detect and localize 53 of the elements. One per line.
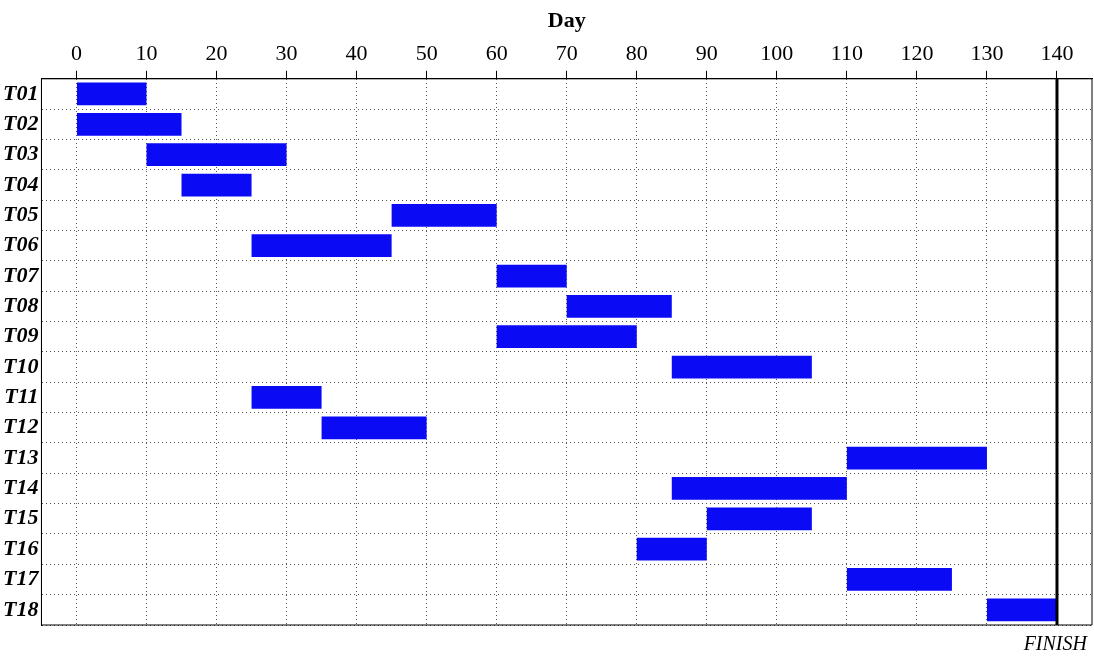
- x-tick-label: 130: [970, 40, 1004, 66]
- ref-line-label: FINISH: [1022, 632, 1089, 655]
- x-tick-label: 50: [415, 40, 438, 66]
- x-tick-label: 40: [345, 40, 368, 66]
- bar: [251, 386, 322, 409]
- bar: [76, 112, 182, 136]
- y-tick-label: T11: [4, 383, 39, 409]
- y-tick-label: T10: [2, 352, 39, 378]
- y-tick-label: T15: [2, 504, 39, 530]
- bar: [846, 568, 952, 591]
- y-tick-label: T02: [2, 110, 39, 135]
- x-tick-label: 0: [70, 40, 82, 66]
- y-tick-label: T04: [2, 170, 39, 196]
- x-tick-label: 100: [760, 40, 794, 66]
- x-tick-label: 110: [830, 40, 863, 66]
- x-axis-title: Day: [547, 6, 586, 32]
- bar: [636, 537, 707, 561]
- bar: [846, 446, 987, 470]
- bar: [671, 477, 847, 500]
- x-tick-label: 10: [135, 40, 158, 66]
- y-tick-label: T09: [2, 322, 39, 348]
- bar: [566, 295, 672, 318]
- y-tick-label: T17: [2, 565, 40, 591]
- y-tick-label: T07: [2, 261, 40, 287]
- bar: [76, 82, 147, 106]
- y-tick-label: T12: [2, 413, 39, 439]
- y-tick-label: T16: [2, 534, 39, 560]
- x-tick-label: 30: [275, 40, 298, 66]
- bar: [671, 355, 812, 379]
- y-tick-label: T13: [2, 443, 39, 469]
- y-tick-label: T06: [2, 231, 39, 257]
- y-tick-label: T08: [2, 292, 39, 318]
- bar: [146, 143, 287, 167]
- x-tick-label: 90: [695, 40, 718, 66]
- x-tick-label: 120: [900, 40, 934, 66]
- bar: [986, 598, 1057, 622]
- bar: [496, 264, 567, 288]
- bar: [496, 325, 637, 349]
- x-tick-label: 70: [555, 40, 578, 66]
- x-tick-label: 80: [625, 40, 648, 66]
- bar: [181, 173, 252, 197]
- bar: [706, 507, 812, 531]
- bar: [251, 234, 392, 258]
- y-tick-label: T14: [2, 474, 39, 500]
- y-tick-label: T03: [2, 140, 39, 166]
- y-tick-label: T18: [2, 595, 39, 621]
- bar: [391, 203, 497, 227]
- x-tick-label: 60: [485, 40, 508, 66]
- x-tick-label: 20: [205, 40, 228, 66]
- bar: [321, 416, 427, 440]
- y-tick-label: T05: [2, 201, 39, 227]
- x-tick-label: 140: [1040, 40, 1074, 66]
- y-tick-label: T01: [2, 79, 39, 105]
